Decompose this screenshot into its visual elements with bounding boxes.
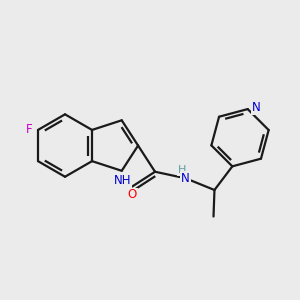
Text: O: O bbox=[128, 188, 136, 202]
Text: NH: NH bbox=[114, 174, 131, 187]
Text: H: H bbox=[178, 165, 186, 175]
Text: F: F bbox=[26, 123, 33, 136]
Text: N: N bbox=[252, 101, 260, 114]
Text: N: N bbox=[181, 172, 190, 185]
